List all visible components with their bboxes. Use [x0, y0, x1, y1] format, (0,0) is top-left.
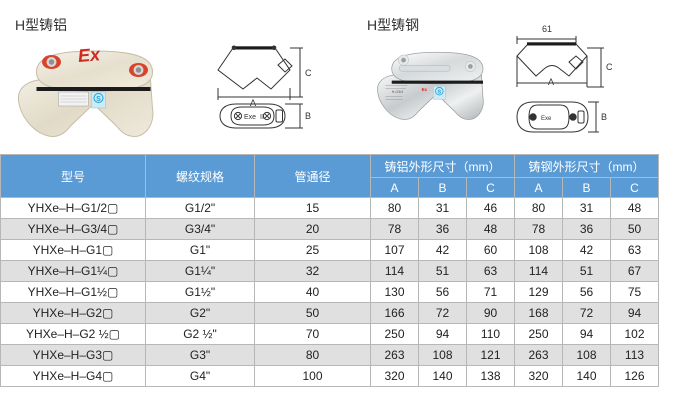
svg-text:B: B: [305, 111, 311, 121]
svg-text:II: II: [260, 114, 264, 121]
svg-text:S: S: [96, 96, 101, 103]
svg-text:Exe: Exe: [541, 116, 552, 122]
svg-text:Ex: Ex: [422, 87, 428, 92]
svg-text:C: C: [606, 62, 613, 72]
svg-text:C: C: [305, 68, 312, 78]
svg-text:S: S: [437, 90, 441, 96]
svg-text:B: B: [601, 112, 607, 122]
svg-text:Ex: Ex: [77, 44, 102, 66]
svg-text:A: A: [548, 77, 554, 87]
svg-text:Exe: Exe: [244, 114, 256, 121]
svg-text:H-G3/4: H-G3/4: [392, 90, 403, 94]
svg-text:61: 61: [542, 24, 552, 34]
